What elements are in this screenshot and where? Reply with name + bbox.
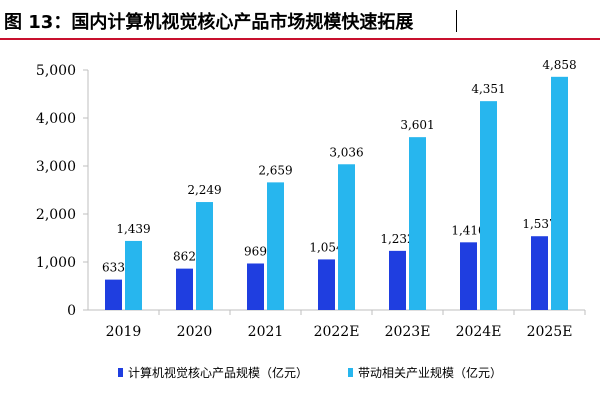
- bar-value-label: 1,054: [309, 240, 344, 254]
- bar-core: [318, 259, 335, 310]
- x-tick-label: 2019: [106, 324, 142, 340]
- y-tick-label: 4,000: [36, 111, 76, 127]
- y-tick-label: 1,000: [36, 255, 76, 271]
- bar-related: [551, 76, 568, 310]
- bar-value-label: 969: [244, 244, 267, 258]
- title-divider: [456, 10, 457, 32]
- legend-swatch-related: [348, 368, 353, 377]
- y-tick-label: 2,000: [36, 207, 76, 223]
- bar-value-label: 1,232: [380, 232, 414, 246]
- x-tick-label: 2022E: [314, 324, 360, 340]
- bar-related: [409, 137, 426, 310]
- bar-value-label: 633: [102, 261, 125, 275]
- bar-related: [125, 240, 142, 310]
- title-bar: 图 13：国内计算机视觉核心产品市场规模快速拓展: [0, 0, 600, 40]
- bar-value-label: 2,249: [187, 183, 221, 197]
- y-tick-label: 3,000: [36, 159, 76, 175]
- x-tick-label: 2020: [177, 324, 213, 340]
- bar-related: [480, 101, 497, 310]
- x-tick-label: 2023E: [385, 324, 431, 340]
- bar-chart: 0 1,000 2,000 3,000 4,000 5,000 2019 633 1,439 20…: [36, 58, 586, 380]
- chart-title: 图 13：国内计算机视觉核心产品市场规模快速拓展: [4, 12, 414, 33]
- bar-value-label: 3,601: [400, 118, 434, 132]
- x-tick-label: 2024E: [456, 324, 502, 340]
- bar-value-label: 1,439: [116, 222, 150, 236]
- bar-related: [267, 182, 284, 310]
- x-tick-label: 2025E: [527, 324, 573, 340]
- bar-value-label: 3,036: [329, 145, 363, 159]
- x-tick-label: 2021: [248, 324, 284, 340]
- bar-value-label: 862: [173, 250, 196, 264]
- bar-core: [105, 279, 122, 310]
- bar-core: [531, 236, 548, 310]
- bar-core: [176, 268, 193, 310]
- bar-value-label: 1,537: [522, 217, 556, 231]
- legend-label-core: 计算机视觉核心产品规模（亿元）: [128, 365, 308, 380]
- bar-value-label: 4,351: [471, 82, 505, 96]
- legend-label-related: 带动相关产业规模（亿元）: [358, 365, 502, 380]
- bar-related: [338, 164, 355, 310]
- bar-core: [460, 242, 477, 310]
- bar-related: [196, 202, 213, 310]
- y-tick-label: 0: [67, 303, 76, 319]
- y-tick-label: 5,000: [36, 63, 76, 79]
- bar-value-label: 2,659: [258, 163, 292, 177]
- legend-swatch-core: [118, 368, 123, 377]
- bar-core: [247, 263, 264, 310]
- bar-value-label: 1,410: [451, 223, 485, 237]
- bar-core: [389, 250, 406, 310]
- bar-value-label: 4,858: [542, 58, 576, 72]
